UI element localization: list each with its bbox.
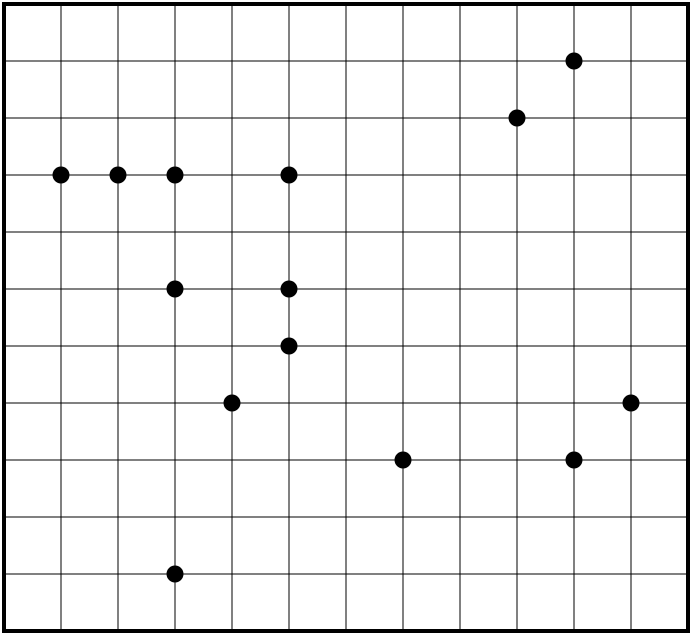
grid-point bbox=[622, 394, 640, 412]
grid-point bbox=[280, 280, 298, 298]
grid-point bbox=[166, 280, 184, 298]
grid-point bbox=[565, 52, 583, 70]
grid-point bbox=[52, 166, 70, 184]
grid-point bbox=[166, 166, 184, 184]
grid-point bbox=[394, 451, 412, 469]
grid-point bbox=[565, 451, 583, 469]
grid-point bbox=[109, 166, 127, 184]
points bbox=[52, 52, 640, 583]
grid-point bbox=[508, 109, 526, 127]
grid-point bbox=[166, 565, 184, 583]
grid-point bbox=[223, 394, 241, 412]
grid-lines bbox=[4, 4, 688, 631]
grid-point bbox=[280, 166, 298, 184]
grid-point bbox=[280, 337, 298, 355]
